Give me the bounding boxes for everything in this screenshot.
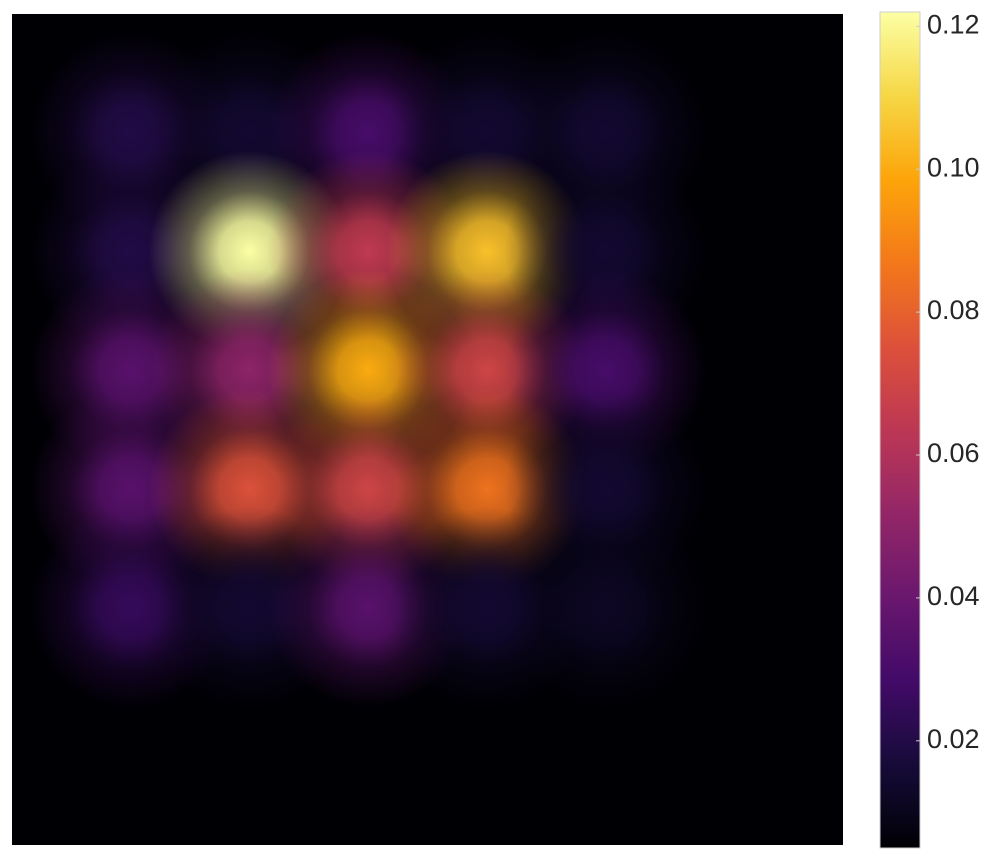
colorbar-tick-label: 0.02 xyxy=(927,724,980,754)
colorbar xyxy=(879,11,921,849)
colorbar-tick-label: 0.04 xyxy=(927,581,980,611)
colorbar-tick-label: 0.08 xyxy=(927,295,980,325)
colorbar-tick-label: 0.10 xyxy=(927,152,980,182)
heatmap xyxy=(29,31,707,709)
heat-blob xyxy=(504,506,707,709)
colorbar-axis: 0.02 0.04 0.06 0.08 0.10 0.12 xyxy=(916,9,980,754)
colorbar-tick-label: 0.12 xyxy=(927,9,980,39)
colorbar-tick-label: 0.06 xyxy=(927,438,980,468)
